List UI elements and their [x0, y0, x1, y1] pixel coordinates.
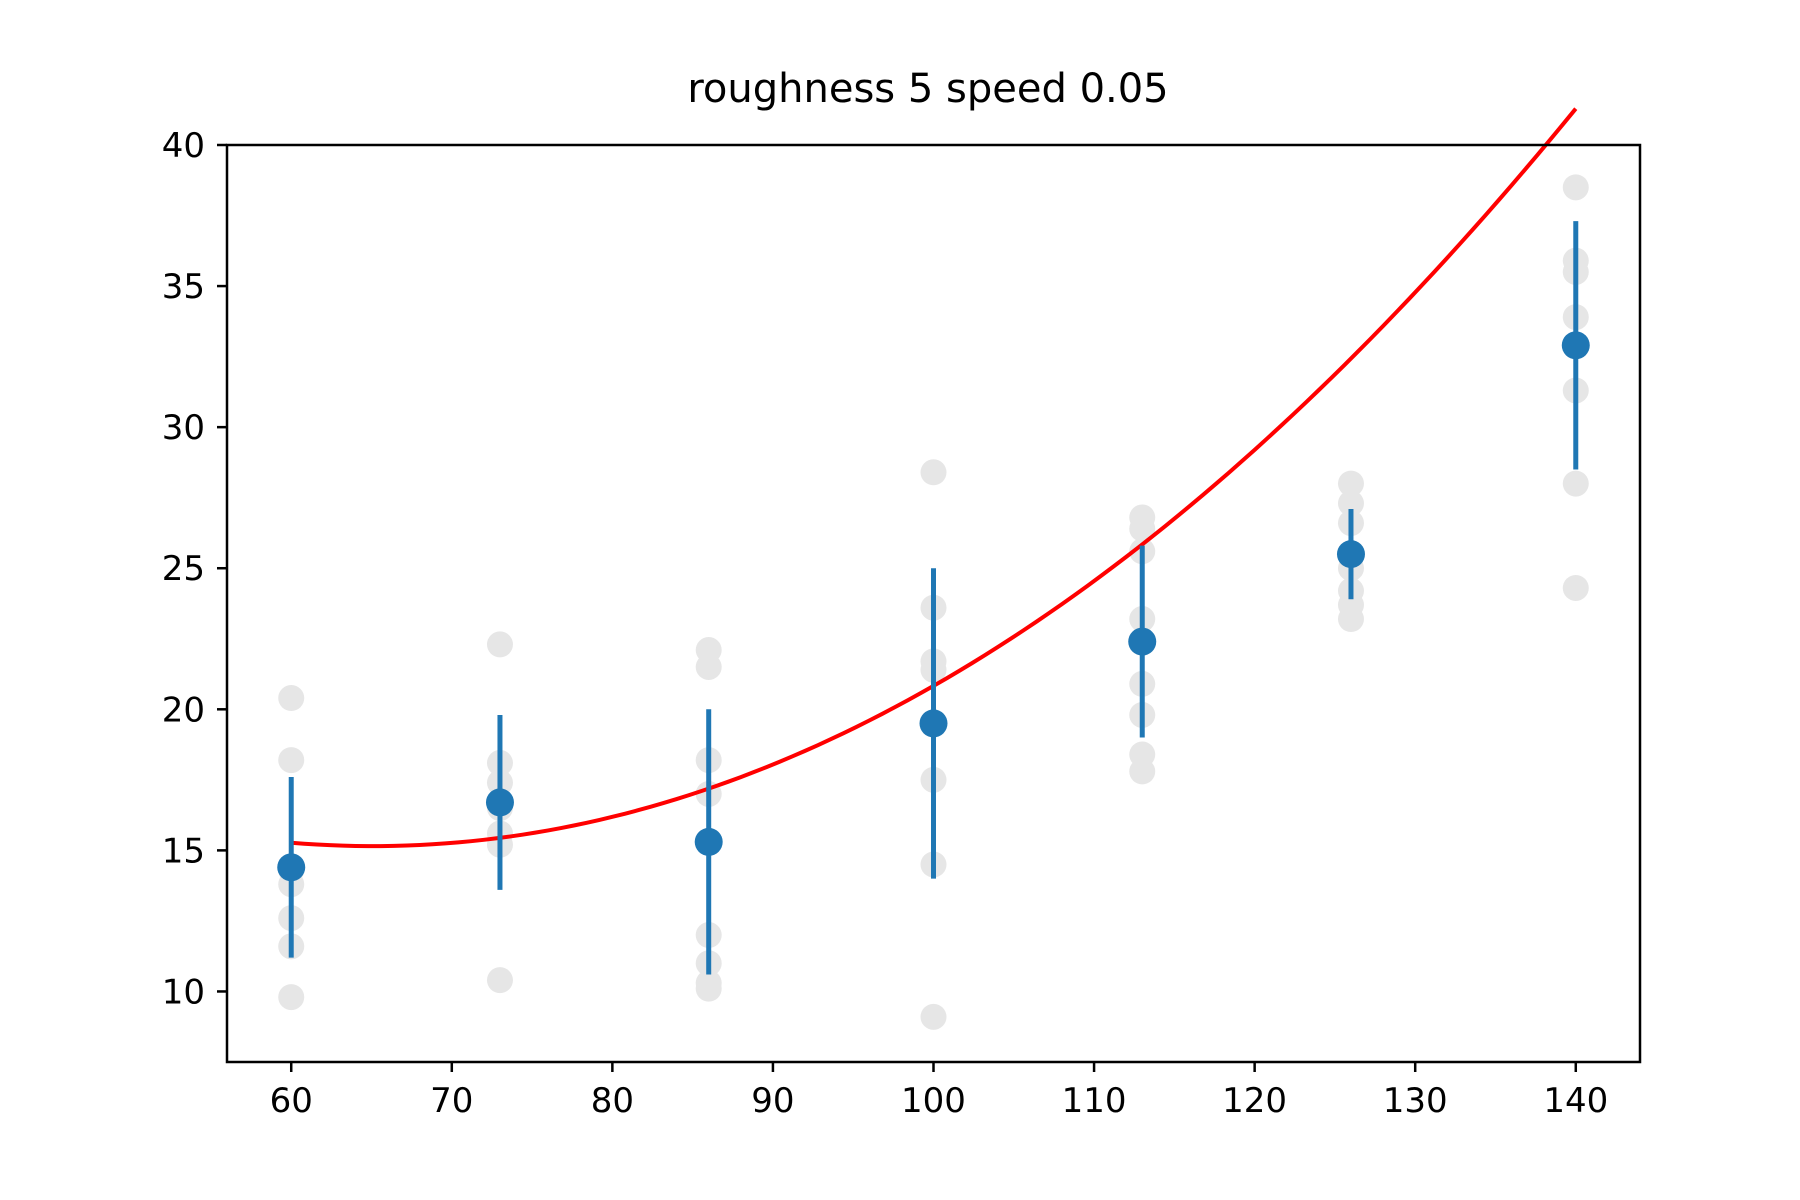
- raw-data-point: [278, 685, 305, 712]
- y-axis: 10 15 20 25 30 35 40: [162, 126, 227, 1012]
- y-tick-label: 35: [162, 267, 205, 307]
- mean-point: [1336, 540, 1365, 569]
- raw-data-point: [278, 984, 305, 1011]
- chart-title: roughness 5 speed 0.05: [687, 66, 1168, 112]
- raw-data-point: [695, 653, 722, 680]
- x-tick-label: 120: [1222, 1081, 1287, 1121]
- raw-data-point: [1337, 490, 1364, 517]
- x-tick-label: 130: [1383, 1081, 1448, 1121]
- x-tick-label: 100: [901, 1081, 966, 1121]
- y-tick-label: 15: [162, 831, 205, 871]
- y-tick-label: 20: [162, 690, 205, 730]
- raw-data-point: [1562, 574, 1589, 601]
- x-tick-label: 60: [270, 1081, 313, 1121]
- mean-point: [919, 709, 948, 738]
- x-tick-label: 90: [751, 1081, 794, 1121]
- y-tick-label: 25: [162, 549, 205, 589]
- y-tick-label: 30: [162, 408, 205, 448]
- mean-point: [277, 853, 306, 882]
- raw-data-point: [278, 747, 305, 774]
- mean-point: [485, 788, 514, 817]
- mean-point: [1561, 331, 1590, 360]
- y-tick-label: 40: [162, 126, 205, 166]
- x-tick-label: 110: [1062, 1081, 1127, 1121]
- raw-data-point: [1562, 470, 1589, 497]
- raw-data-point: [1129, 758, 1156, 785]
- mean-point: [694, 827, 723, 856]
- raw-data-point: [695, 975, 722, 1002]
- raw-data-point: [486, 631, 513, 658]
- raw-data-point: [1337, 470, 1364, 497]
- x-tick-label: 70: [430, 1081, 473, 1121]
- plot-area: [277, 107, 1590, 1030]
- raw-data-point: [920, 1003, 947, 1030]
- y-tick-label: 10: [162, 972, 205, 1012]
- raw-data-point: [1562, 174, 1589, 201]
- raw-data-point: [920, 459, 947, 486]
- x-tick-label: 140: [1543, 1081, 1608, 1121]
- raw-data-point: [1337, 606, 1364, 633]
- x-tick-label: 80: [591, 1081, 634, 1121]
- x-axis: 60 70 80 90 100 110 120 130 140: [270, 1062, 1608, 1121]
- mean-point: [1128, 627, 1157, 656]
- mean-points-layer: [277, 331, 1590, 882]
- raw-data-point: [1129, 515, 1156, 542]
- raw-data-point: [486, 967, 513, 994]
